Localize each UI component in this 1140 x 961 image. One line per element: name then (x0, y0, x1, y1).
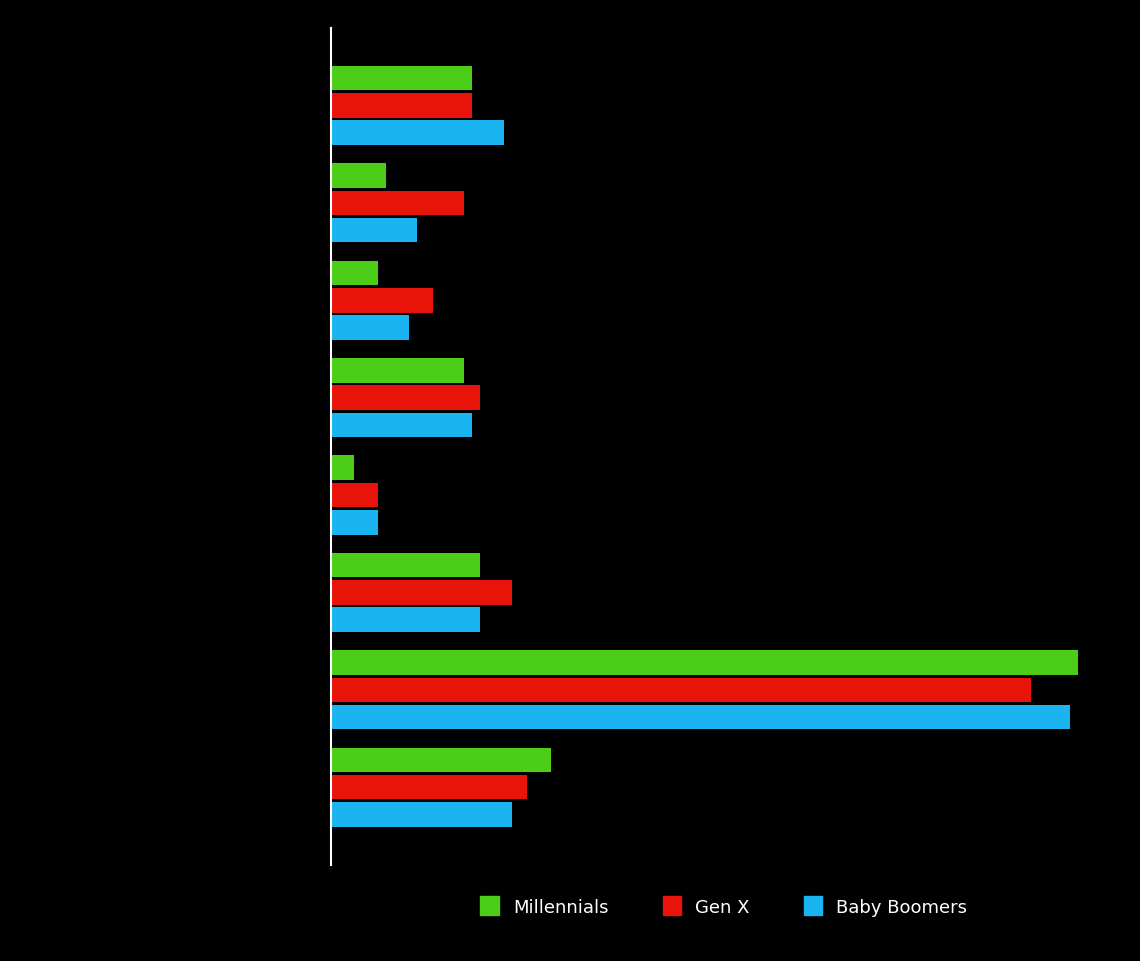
Bar (331, 580, 512, 605)
Bar (331, 288, 433, 313)
Bar (331, 316, 409, 340)
Legend: Millennials, Gen X, Baby Boomers: Millennials, Gen X, Baby Boomers (473, 889, 975, 923)
Bar (331, 191, 464, 216)
Bar (331, 802, 512, 826)
Bar (331, 705, 1070, 729)
Bar (331, 386, 480, 410)
Bar (331, 456, 355, 480)
Bar (331, 483, 377, 507)
Bar (331, 413, 472, 437)
Bar (331, 776, 527, 800)
Bar (331, 94, 472, 118)
Bar (331, 218, 417, 243)
Bar (331, 358, 464, 383)
Bar (331, 678, 1031, 702)
Bar (331, 164, 385, 188)
Bar (331, 651, 1078, 676)
Bar (331, 554, 480, 578)
Bar (331, 261, 377, 286)
Bar (331, 748, 551, 773)
Bar (331, 510, 377, 535)
Bar (331, 607, 480, 632)
Bar (331, 121, 504, 146)
Bar (331, 67, 472, 91)
